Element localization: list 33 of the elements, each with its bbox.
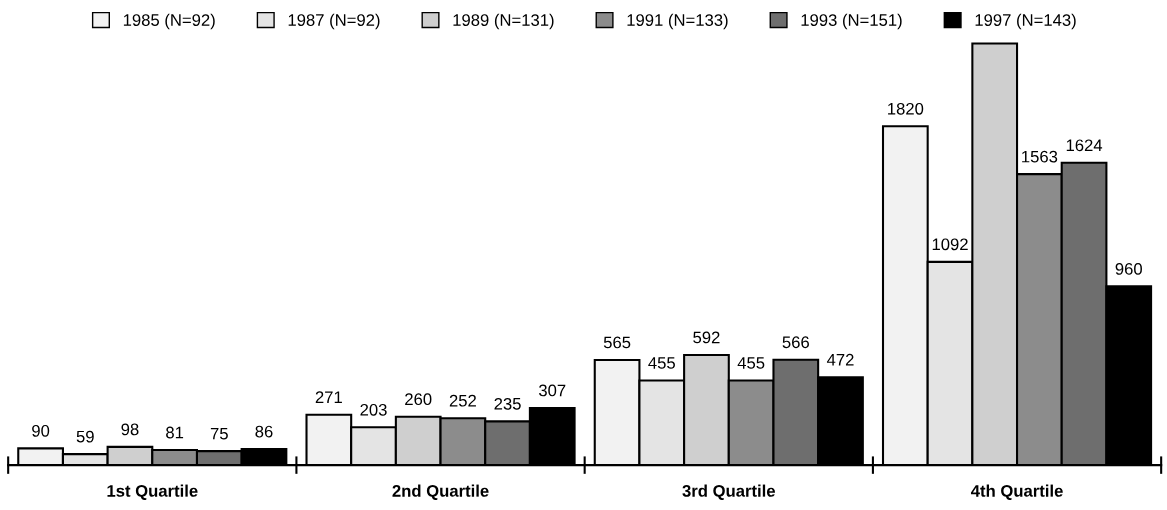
legend-label: 1985 (N=92) bbox=[123, 13, 215, 30]
legend-label: 1987 (N=92) bbox=[288, 13, 380, 30]
data-label: 203 bbox=[360, 403, 387, 416]
data-label: 565 bbox=[603, 336, 631, 349]
x-tick-label: 1st Quartile bbox=[107, 484, 198, 500]
x-tick-label: 2nd Quartile bbox=[392, 484, 489, 500]
data-label: 75 bbox=[210, 427, 228, 440]
data-label: 307 bbox=[538, 384, 566, 397]
data-label: 566 bbox=[782, 336, 809, 349]
data-label: 455 bbox=[737, 357, 765, 369]
legend-label: 1991 (N=133) bbox=[627, 13, 728, 30]
data-label: 271 bbox=[315, 391, 342, 403]
data-label: 90 bbox=[32, 424, 50, 437]
data-label: 472 bbox=[826, 353, 854, 366]
data-label: 98 bbox=[121, 423, 139, 436]
data-label: 86 bbox=[255, 425, 273, 438]
legend-label: 1989 (N=131) bbox=[453, 13, 554, 30]
data-label: 592 bbox=[693, 331, 720, 344]
legend-label: 1997 (N=143) bbox=[975, 13, 1076, 30]
data-label: 1563 bbox=[1022, 150, 1058, 163]
data-label: 960 bbox=[1115, 262, 1142, 275]
data-label: 1092 bbox=[932, 238, 968, 251]
data-label: 252 bbox=[449, 394, 476, 407]
data-label: 81 bbox=[166, 426, 184, 439]
x-tick-label: 3rd Quartile bbox=[682, 484, 775, 500]
data-label: 455 bbox=[648, 357, 675, 369]
data-label: 235 bbox=[494, 397, 521, 410]
data-label: 59 bbox=[76, 430, 94, 443]
x-tick-label: 4th Quartile bbox=[970, 484, 1063, 500]
data-label: 1820 bbox=[888, 102, 924, 115]
data-label: 1624 bbox=[1066, 139, 1103, 152]
data-label: 260 bbox=[405, 393, 432, 406]
legend-label: 1993 (N=151) bbox=[801, 13, 902, 30]
